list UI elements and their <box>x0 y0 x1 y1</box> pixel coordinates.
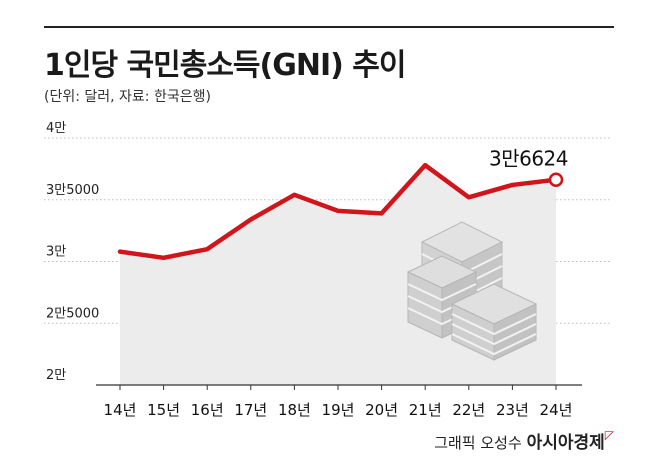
data-labels: 3만6624 <box>489 147 569 187</box>
top-rule <box>44 26 614 28</box>
credit-author: 그래픽 오성수 <box>434 434 522 452</box>
data-point-marker <box>548 172 564 187</box>
y-tick-label: 2만5000 <box>46 306 99 321</box>
x-tick-label: 23년 <box>496 401 529 419</box>
chart-subtitle: (단위: 달러, 자료: 한국은행) <box>44 89 211 105</box>
data-label: 3만6624 <box>489 147 568 171</box>
credit: 그래픽 오성수 아시아경제◸ <box>434 428 614 453</box>
data-line <box>117 162 559 261</box>
x-tick-label: 14년 <box>104 401 137 419</box>
y-tick-label: 4만 <box>46 121 66 136</box>
money-stack-front <box>450 283 538 361</box>
chart-title: 1인당 국민총소득(GNI) 추이 <box>44 48 406 83</box>
x-tick-label: 22년 <box>452 401 485 419</box>
brand-mark-icon: ◸ <box>604 428 614 442</box>
money-stack-left <box>406 255 478 339</box>
y-tick-label: 2만 <box>46 368 66 383</box>
x-tick-label: 21년 <box>409 401 442 419</box>
x-tick-label: 19년 <box>322 401 355 419</box>
series-line <box>117 162 559 261</box>
x-tick-label: 24년 <box>540 401 573 419</box>
x-tick-label: 17년 <box>234 401 267 419</box>
x-axis: 14년 15년 16년 17년 18년 19년 20년 21년 22년 23년 24년 <box>96 384 582 419</box>
stacked-money-icon <box>406 221 538 361</box>
x-tick-label: 20년 <box>365 401 398 419</box>
y-tick-label: 3만5000 <box>46 183 99 198</box>
x-tick-label: 18년 <box>278 401 311 419</box>
x-tick-label: 16년 <box>191 401 224 419</box>
x-tick-label: 15년 <box>147 401 180 419</box>
y-tick-label: 3만 <box>46 245 66 260</box>
brand-name: 아시아경제 <box>526 433 605 453</box>
